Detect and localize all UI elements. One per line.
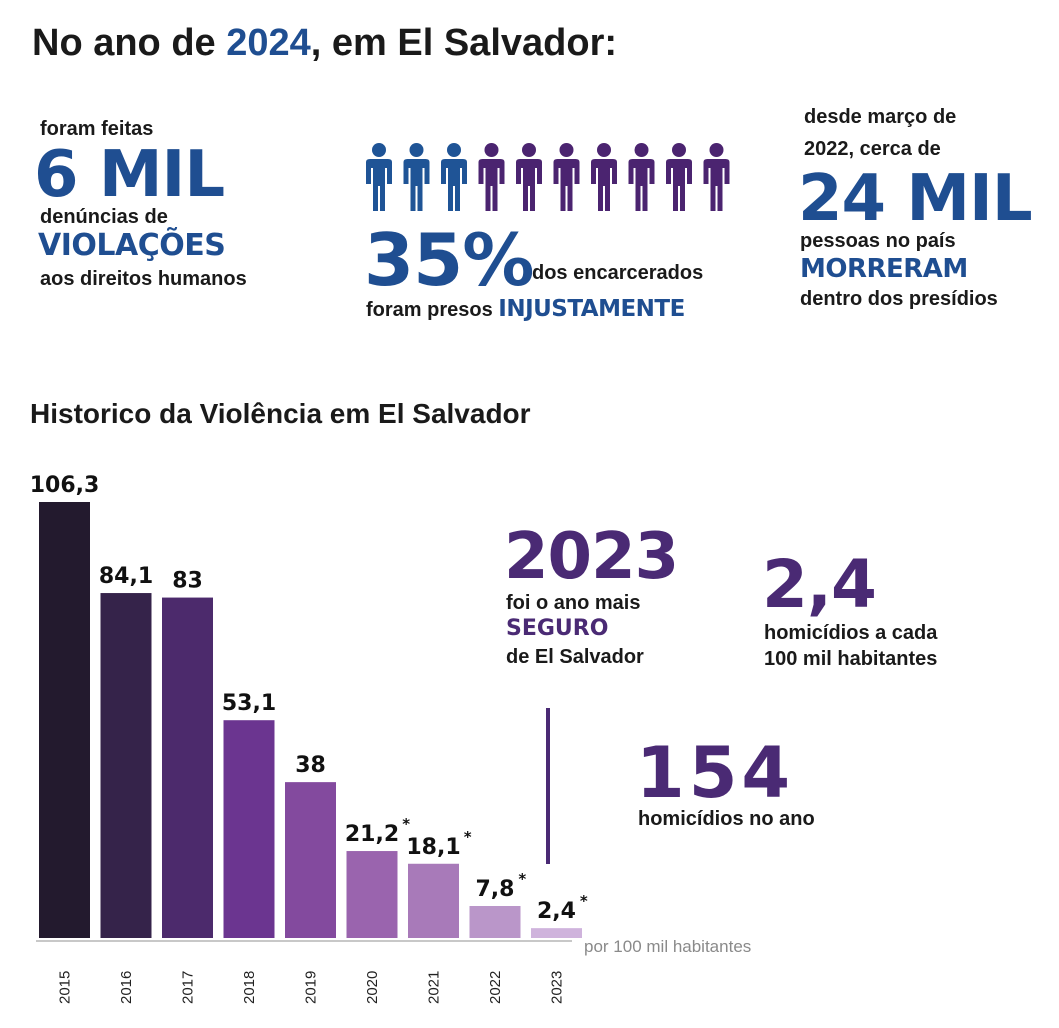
title-suffix: , em El Salvador:	[310, 22, 618, 64]
callout-total-big: 154	[636, 732, 795, 814]
bar-2016	[100, 593, 152, 938]
bar-2019	[285, 782, 336, 938]
bar-value-label: 18,1	[406, 835, 460, 860]
person-icon	[591, 143, 617, 211]
stat-deaths-big-number: 24 MIL	[798, 162, 1033, 236]
stat-prisoners-big-number: 35%	[364, 218, 534, 302]
title-year: 2024	[226, 22, 311, 64]
person-icon	[666, 143, 692, 211]
stat-reports-highlight: VIOLAÇÕES	[38, 228, 226, 263]
callout-divider-line	[546, 708, 550, 864]
bar-value-label: 7,8	[476, 877, 515, 902]
bar-asterisk: *	[518, 870, 526, 888]
person-icon	[478, 143, 505, 211]
person-icon	[516, 143, 542, 211]
stat-deaths-line1: desde março de	[804, 106, 957, 128]
stat-deaths-line4: dentro dos presídios	[800, 288, 998, 310]
bar-asterisk: *	[402, 815, 410, 833]
stat-deaths-line3: pessoas no país	[800, 230, 956, 252]
stat-prisoners-highlight: INJUSTAMENTE	[498, 296, 685, 322]
stat-prisoners-line2: foram presos INJUSTAMENTE	[366, 296, 685, 322]
bar-2021	[408, 863, 459, 938]
x-tick-label: 2023	[549, 971, 566, 1004]
callout-year-highlight: SEGURO	[506, 616, 609, 641]
bar-2020	[346, 851, 398, 938]
chart-section-title: Historico da Violência em El Salvador	[30, 398, 531, 429]
person-icon	[703, 143, 730, 211]
callout-year-big: 2023	[504, 520, 679, 594]
chart-unit-label: por 100 mil habitantes	[584, 937, 751, 956]
bar-2018	[223, 720, 275, 938]
x-tick-label: 2016	[118, 971, 135, 1004]
bar-value-label: 83	[172, 569, 203, 594]
stat-reports-line3: aos direitos humanos	[40, 268, 247, 290]
x-tick-label: 2015	[57, 971, 74, 1004]
bar-2017	[162, 597, 213, 938]
callout-rate-line2: 100 mil habitantes	[764, 648, 938, 670]
bar-2015	[39, 502, 90, 938]
callout-year-line1: foi o ano mais	[506, 592, 641, 614]
bar-asterisk: *	[464, 828, 472, 846]
bar-asterisk: *	[580, 892, 588, 910]
person-icon	[366, 143, 392, 211]
stat-prisoners-line1: dos encarcerados	[532, 262, 704, 284]
stat-reports-line1: foram feitas	[40, 118, 154, 140]
bar-value-label: 38	[295, 753, 326, 778]
title-prefix: No ano de	[32, 22, 227, 64]
stat-reports-big-number: 6 MIL	[34, 138, 225, 212]
x-tick-label: 2021	[426, 971, 443, 1004]
x-tick-label: 2018	[241, 971, 258, 1004]
homicide-bar-chart: 106,3 2015 84,1 2016 83 2017 53,1 2018 38 2019 21,…	[30, 473, 752, 1004]
bar-2022	[469, 906, 521, 938]
bar-value-label: 106,3	[30, 473, 100, 498]
bar-value-label: 21,2	[345, 822, 399, 847]
x-tick-label: 2022	[487, 971, 504, 1004]
person-icon	[628, 143, 655, 211]
bar-value-label: 84,1	[99, 564, 153, 589]
stat-prisoners-line2-text: foram presos	[366, 299, 499, 321]
stat-deaths-line2: 2022, cerca de	[804, 138, 941, 160]
callout-year-line2: de El Salvador	[506, 646, 644, 668]
bar-2023	[531, 928, 582, 938]
person-icon	[553, 143, 580, 211]
person-icon	[403, 143, 430, 211]
callout-total-line1: homicídios no ano	[638, 808, 815, 830]
stat-deaths-highlight: MORRERAM	[800, 254, 968, 284]
person-icon	[441, 143, 467, 211]
stat-reports-line2: denúncias de	[40, 206, 168, 228]
x-tick-label: 2017	[180, 971, 197, 1004]
page-title: No ano de 2024, em El Salvador:	[32, 22, 617, 65]
bar-value-label: 2,4	[537, 899, 576, 924]
callout-rate-big: 2,4	[762, 546, 877, 623]
people-icon-row	[366, 143, 730, 211]
x-tick-label: 2019	[303, 971, 320, 1004]
callout-rate-line1: homicídios a cada	[764, 622, 938, 644]
x-tick-label: 2020	[364, 971, 381, 1004]
bar-value-label: 53,1	[222, 691, 276, 716]
